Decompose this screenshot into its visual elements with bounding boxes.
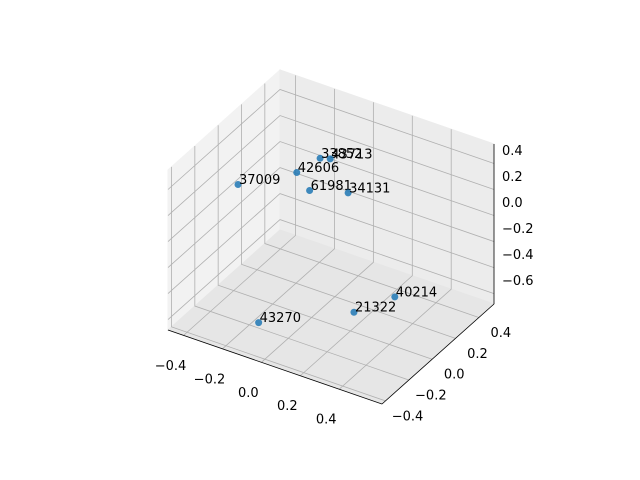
- y-tick-label: 0.0: [444, 368, 465, 383]
- z-tick-label: 0.2: [502, 170, 523, 185]
- z-tick-label: 0.4: [502, 144, 523, 159]
- point: [391, 293, 399, 301]
- z-tick-label: 0.0: [502, 196, 523, 211]
- grid-line: [183, 75, 296, 336]
- point-label: 43270: [260, 311, 301, 326]
- y-tick-label: −0.2: [415, 389, 447, 404]
- y-axis: [381, 303, 495, 405]
- point: [350, 308, 358, 316]
- z-tick-label: −0.2: [502, 222, 534, 237]
- grid-line: [194, 146, 409, 381]
- y-tick-label: 0.2: [467, 347, 488, 362]
- y-tick-label: −0.4: [392, 409, 424, 424]
- point: [293, 168, 301, 176]
- point: [255, 319, 263, 327]
- grid-line: [167, 141, 495, 242]
- point: [316, 154, 324, 162]
- point-label: 34131: [349, 181, 390, 196]
- point: [326, 155, 334, 163]
- point: [306, 187, 314, 195]
- point: [234, 181, 242, 189]
- point: [344, 189, 352, 197]
- x-tick-label: −0.2: [194, 372, 226, 387]
- x-tick-label: −0.4: [155, 359, 187, 374]
- x-axis: [167, 329, 383, 405]
- grid-line: [171, 166, 386, 402]
- x-tick-label: 0.2: [277, 399, 298, 414]
- point-label: 40214: [396, 285, 437, 300]
- grid-line: [167, 219, 495, 320]
- grid-line: [261, 102, 374, 363]
- grid-line: [241, 104, 456, 339]
- point-label: 21322: [355, 301, 396, 316]
- grid-line: [300, 115, 413, 377]
- grid-line: [167, 193, 495, 294]
- point-label: 61981: [311, 179, 352, 194]
- x-tick-label: 0.0: [238, 386, 259, 401]
- grid-line: [264, 83, 479, 318]
- z-tick-label: −0.4: [502, 248, 534, 263]
- point-label: 37009: [239, 173, 280, 188]
- point-label: 43713: [331, 147, 372, 162]
- grid-line: [167, 115, 495, 216]
- x-tick-label: 0.4: [316, 413, 337, 428]
- grid-line: [167, 167, 495, 268]
- grid-line: [217, 125, 433, 360]
- point-label: 42606: [298, 161, 339, 176]
- grid-line: [167, 89, 495, 190]
- z-tick-label: −0.6: [502, 274, 534, 289]
- y-tick-label: 0.4: [490, 326, 511, 341]
- grid-line: [338, 129, 452, 390]
- grid-line: [222, 88, 335, 350]
